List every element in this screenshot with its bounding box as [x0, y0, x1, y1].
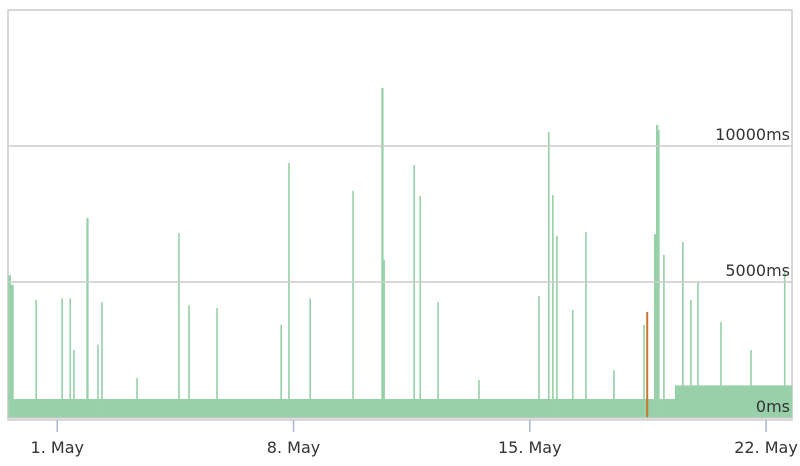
- column: [289, 398, 310, 418]
- column: [36, 398, 62, 418]
- highlight-column: [646, 311, 649, 418]
- column: [698, 385, 721, 418]
- column: [73, 350, 75, 418]
- column: [352, 190, 354, 418]
- column: [88, 398, 98, 418]
- column: [644, 398, 655, 418]
- column: [136, 378, 138, 418]
- y-tick-label: 10000ms: [715, 125, 790, 144]
- column: [69, 298, 72, 418]
- column: [547, 132, 550, 419]
- column: [750, 350, 752, 418]
- column: [101, 302, 103, 418]
- column: [573, 398, 586, 418]
- column: [538, 295, 540, 418]
- column: [70, 398, 74, 418]
- column: [613, 370, 615, 418]
- column: [783, 270, 786, 418]
- column: [697, 282, 699, 418]
- column: [10, 284, 14, 418]
- column: [663, 254, 665, 418]
- x-tick-label: 15. May: [498, 438, 562, 457]
- column: [437, 302, 439, 418]
- column: [658, 129, 660, 418]
- column: [353, 398, 382, 418]
- column: [137, 398, 179, 418]
- column: [655, 125, 659, 418]
- column: [643, 324, 645, 418]
- column: [571, 310, 574, 418]
- column: [383, 260, 385, 418]
- column: [614, 398, 644, 418]
- column: [413, 165, 415, 418]
- column: [721, 385, 751, 418]
- column: [86, 218, 89, 418]
- column: [720, 321, 722, 418]
- column: [419, 196, 422, 418]
- column: [785, 385, 793, 418]
- column: [35, 299, 37, 418]
- column: [539, 398, 549, 418]
- column: [178, 233, 180, 418]
- x-tick-label: 1. May: [31, 438, 84, 457]
- column: [586, 398, 614, 418]
- column: [8, 275, 11, 418]
- column: [61, 298, 63, 418]
- column: [549, 398, 553, 418]
- column: [751, 385, 785, 418]
- column: [438, 398, 479, 418]
- column: [414, 398, 420, 418]
- column: [674, 385, 683, 418]
- column: [280, 324, 283, 418]
- y-tick-label: 0ms: [756, 397, 790, 416]
- column: [381, 88, 384, 419]
- column: [98, 398, 102, 418]
- x-tick-label: 22. May: [734, 438, 798, 457]
- column: [97, 344, 99, 418]
- column: [188, 305, 190, 418]
- column: [13, 398, 36, 418]
- column: [281, 398, 289, 418]
- column: [309, 298, 312, 418]
- column: [216, 308, 218, 418]
- column: [664, 398, 676, 418]
- column: [683, 385, 691, 418]
- plot-frame: [7, 9, 793, 421]
- column: [585, 231, 587, 418]
- column: [479, 398, 539, 418]
- column: [62, 398, 70, 418]
- column: [653, 234, 657, 418]
- column: [384, 398, 414, 418]
- column: [659, 398, 664, 418]
- column: [74, 398, 87, 418]
- column: [478, 379, 480, 418]
- column: [420, 398, 438, 418]
- column: [691, 385, 698, 418]
- column: [189, 398, 217, 418]
- x-tick-label: 8. May: [267, 438, 320, 457]
- y-tick-label: 5000ms: [725, 261, 790, 280]
- column: [217, 398, 281, 418]
- column: [310, 398, 353, 418]
- column: [102, 398, 137, 418]
- column: [179, 398, 189, 418]
- column: [557, 398, 573, 418]
- column: [552, 194, 554, 418]
- column: [553, 398, 557, 418]
- column: [556, 235, 558, 418]
- column: [288, 162, 290, 418]
- column: [681, 242, 684, 418]
- column: [690, 299, 692, 418]
